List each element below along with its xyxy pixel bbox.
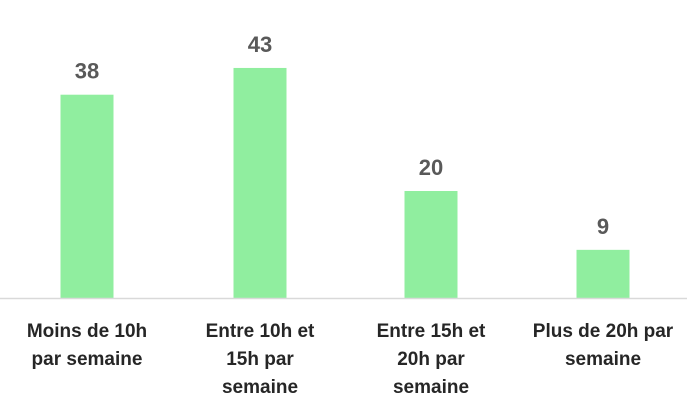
category-label-line: semaine bbox=[565, 349, 641, 370]
category-label-4: Plus de 20h par semaine bbox=[533, 321, 674, 370]
category-label-line: 20h par bbox=[397, 349, 465, 370]
category-label-1: Moins de 10h par semaine bbox=[27, 321, 147, 370]
category-label-line: semaine bbox=[393, 377, 469, 398]
category-label-line: Entre 15h et bbox=[377, 321, 486, 342]
category-label-line: Moins de 10h bbox=[27, 321, 147, 342]
category-label-line: 15h par bbox=[226, 349, 294, 370]
bar-value-label-4: 9 bbox=[597, 214, 609, 239]
bar-value-label-1: 38 bbox=[75, 59, 99, 84]
category-label-2: Entre 10h et 15h par semaine bbox=[206, 321, 315, 398]
bar-4 bbox=[576, 249, 630, 298]
value-labels-group: 38 43 20 9 bbox=[75, 32, 609, 239]
category-label-line: Entre 10h et bbox=[206, 321, 315, 342]
bar-3 bbox=[404, 191, 458, 298]
category-label-line: par semaine bbox=[32, 349, 143, 370]
category-label-line: semaine bbox=[222, 377, 298, 398]
category-labels-group: Moins de 10h par semaine Entre 10h et 15h p… bbox=[27, 321, 674, 398]
category-label-line: Plus de 20h par bbox=[533, 321, 674, 342]
bar-value-label-2: 43 bbox=[248, 32, 272, 57]
bar-2 bbox=[233, 67, 287, 298]
bars-group bbox=[60, 67, 630, 298]
bar-1 bbox=[60, 94, 114, 298]
category-label-3: Entre 15h et 20h par semaine bbox=[377, 321, 486, 398]
bar-value-label-3: 20 bbox=[419, 155, 443, 180]
